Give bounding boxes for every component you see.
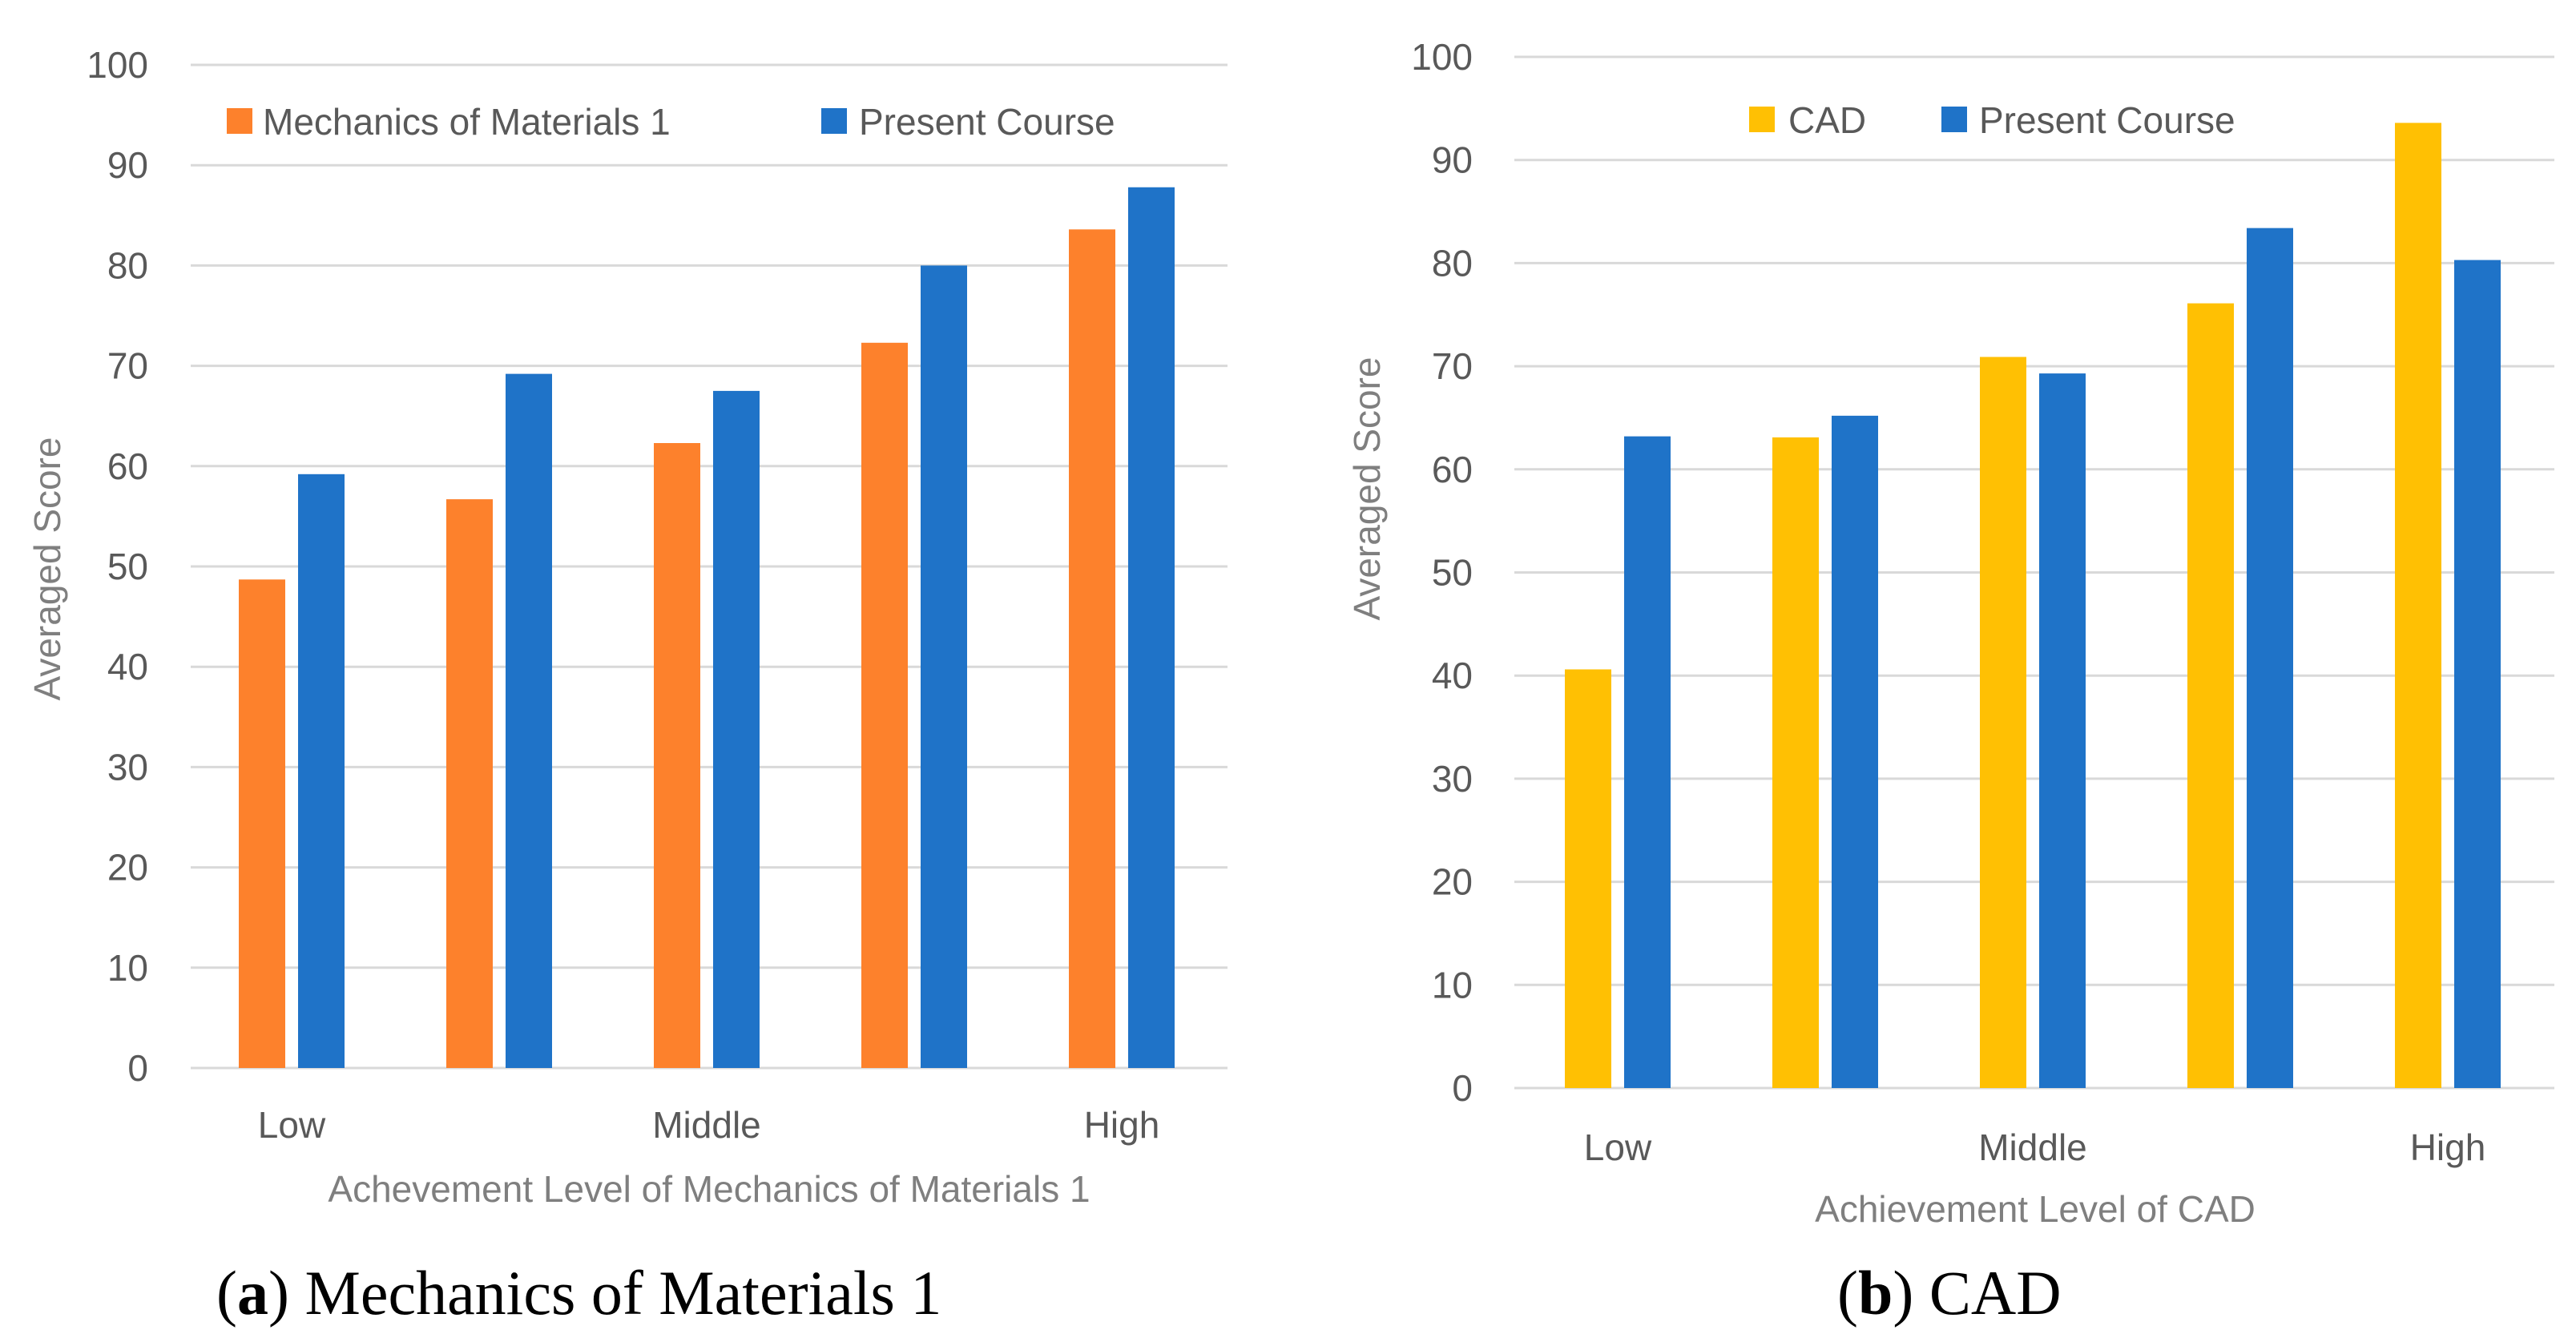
chart-b-legend: CAD Present Course (1749, 99, 2235, 141)
chart-b-caption-open: ( (1837, 1258, 1858, 1328)
chart-a-legend: Mechanics of Materials 1 Present Course (227, 101, 1115, 143)
chart-b-y-ticks: 0 10 20 30 40 50 60 70 80 90 100 (1411, 36, 1473, 1109)
chart-a-y-tick-label: 10 (107, 947, 148, 989)
chart-b-bar-series-2-cat-4 (2247, 228, 2293, 1089)
chart-a-x-tick-label: Low (258, 1104, 326, 1146)
chart-b-y-tick-label: 90 (1432, 139, 1473, 181)
chart-b: 0 10 20 30 40 50 60 70 80 90 100 Low Middle High Ave… (1346, 36, 2554, 1328)
chart-b-y-tick-label: 60 (1432, 449, 1473, 490)
chart-b-bar-series-2-cat-1 (1624, 436, 1671, 1088)
chart-b-x-tick-label: High (2410, 1126, 2486, 1168)
chart-a-bar-series-1-cat-2 (446, 499, 493, 1068)
chart-a-bar-series-2-cat-5 (1128, 187, 1175, 1068)
chart-b-bar-series-1-cat-3 (1980, 357, 2026, 1089)
chart-a-y-tick-label: 70 (107, 345, 148, 387)
chart-a-caption-open: ( (216, 1258, 237, 1328)
chart-b-x-tick-label: Low (1584, 1126, 1652, 1168)
chart-b-legend-label-series-2: Present Course (1979, 99, 2235, 141)
chart-b-y-tick-label: 100 (1411, 36, 1473, 78)
chart-a-bar-series-2-cat-4 (921, 265, 967, 1068)
chart-a-y-ticks: 0 10 20 30 40 50 60 70 80 90 100 (87, 44, 148, 1089)
chart-a-caption-close: ) (268, 1258, 289, 1328)
chart-a-bar-series-1-cat-5 (1069, 229, 1115, 1068)
chart-b-y-tick-label: 10 (1432, 964, 1473, 1006)
chart-a-x-ticks: Low Middle High (258, 1104, 1160, 1146)
chart-a-legend-label-series-1: Mechanics of Materials 1 (263, 101, 671, 143)
chart-a-legend-swatch-series-1 (227, 108, 252, 134)
chart-a-y-tick-label: 40 (107, 646, 148, 687)
chart-b-x-axis-title: Achievement Level of CAD (1815, 1188, 2256, 1230)
chart-b-caption: (b) CAD (1837, 1258, 2062, 1328)
chart-a-gridlines (191, 63, 1228, 1070)
chart-a-caption-letter: a (237, 1258, 268, 1328)
chart-a-caption-text: Mechanics of Materials 1 (289, 1258, 941, 1328)
chart-b-y-tick-label: 30 (1432, 758, 1473, 800)
chart-b-bar-series-2-cat-3 (2039, 373, 2086, 1088)
chart-a-bars (239, 187, 1175, 1069)
chart-a: 0 10 20 30 40 50 60 70 80 90 100 Low Middle High Ave… (26, 44, 1228, 1328)
chart-a-x-tick-label: Middle (652, 1104, 761, 1146)
chart-a-bar-series-2-cat-2 (506, 373, 552, 1069)
chart-a-y-tick-label: 90 (107, 144, 148, 186)
chart-b-y-axis-title: Averaged Score (1346, 357, 1388, 620)
chart-b-bar-series-1-cat-4 (2187, 303, 2234, 1088)
chart-b-bar-series-2-cat-5 (2454, 260, 2501, 1088)
chart-a-legend-swatch-series-2 (821, 108, 847, 134)
chart-b-legend-swatch-series-1 (1749, 107, 1775, 132)
chart-a-y-tick-label: 0 (127, 1047, 148, 1089)
chart-a-y-tick-label: 50 (107, 546, 148, 587)
chart-b-bar-series-2-cat-2 (1832, 415, 1878, 1088)
chart-b-y-tick-label: 70 (1432, 345, 1473, 387)
chart-a-legend-label-series-2: Present Course (859, 101, 1115, 143)
chart-b-bar-series-1-cat-5 (2395, 123, 2441, 1088)
chart-b-legend-swatch-series-2 (1941, 107, 1967, 132)
chart-a-bar-series-2-cat-3 (713, 390, 760, 1068)
chart-b-bars (1565, 123, 2501, 1089)
chart-b-caption-text: CAD (1913, 1258, 2061, 1328)
chart-a-x-tick-label: High (1084, 1104, 1160, 1146)
chart-a-y-tick-label: 80 (107, 244, 148, 286)
chart-b-y-tick-label: 0 (1452, 1067, 1473, 1109)
chart-b-y-tick-label: 40 (1432, 655, 1473, 696)
chart-b-x-ticks: Low Middle High (1584, 1126, 2486, 1168)
chart-b-caption-close: ) (1893, 1258, 1913, 1328)
chart-a-y-tick-label: 20 (107, 847, 148, 889)
chart-a-bar-series-1-cat-1 (239, 579, 285, 1068)
chart-b-y-tick-label: 80 (1432, 242, 1473, 284)
chart-a-x-axis-title: Achevement Level of Mechanics of Materia… (328, 1168, 1090, 1210)
chart-b-y-tick-label: 20 (1432, 861, 1473, 903)
chart-a-y-tick-label: 100 (87, 44, 148, 86)
chart-b-legend-label-series-1: CAD (1788, 99, 1866, 141)
chart-a-y-tick-label: 60 (107, 445, 148, 487)
chart-a-bar-series-1-cat-4 (861, 342, 908, 1069)
chart-a-bar-series-2-cat-1 (298, 474, 345, 1068)
chart-b-bar-series-1-cat-1 (1565, 669, 1611, 1088)
chart-a-y-tick-label: 30 (107, 746, 148, 788)
chart-b-y-tick-label: 50 (1432, 552, 1473, 594)
chart-b-bar-series-1-cat-2 (1772, 437, 1819, 1088)
chart-a-bar-series-1-cat-3 (654, 443, 700, 1068)
chart-a-caption: (a) Mechanics of Materials 1 (216, 1258, 941, 1328)
chart-b-x-tick-label: Middle (1978, 1126, 2087, 1168)
chart-b-gridlines (1514, 55, 2554, 1090)
chart-a-y-axis-title: Averaged Score (26, 437, 68, 700)
chart-b-caption-letter: b (1858, 1258, 1893, 1328)
